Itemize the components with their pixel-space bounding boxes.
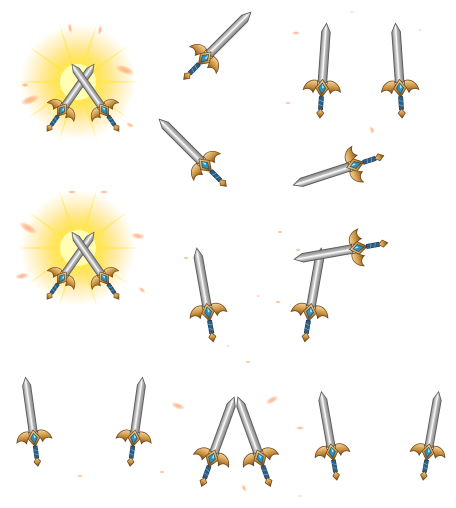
sword-body xyxy=(16,376,53,467)
sword-body xyxy=(293,228,389,267)
sword-diagonal-1 xyxy=(183,11,252,80)
sword-body xyxy=(381,22,420,119)
sword-body xyxy=(71,63,120,132)
sword-body xyxy=(314,390,351,481)
sword-tilted-1 xyxy=(189,247,228,343)
sword-tilted-5 xyxy=(314,390,351,481)
flash-crossed-2-right xyxy=(71,231,120,300)
sword-body xyxy=(302,22,341,119)
sparks-1 xyxy=(20,23,135,128)
sword-body xyxy=(189,247,228,343)
sword-tilted-2 xyxy=(290,247,329,343)
sword-body xyxy=(192,396,236,487)
sparks-5 xyxy=(77,300,304,497)
sword-body xyxy=(183,11,252,80)
sword-body xyxy=(290,247,329,343)
sword-tilted-3 xyxy=(16,376,53,467)
sword-tilted-4 xyxy=(115,376,152,467)
sword-diagonal-4 xyxy=(293,228,389,267)
crossed-swords-right xyxy=(236,396,280,487)
crossed-swords-left xyxy=(192,396,236,487)
sword-body xyxy=(46,63,95,132)
flash-crossed-1-right xyxy=(71,63,120,132)
sword-upright-2 xyxy=(381,22,420,119)
sword-upright-1 xyxy=(302,22,341,119)
flash-crossed-2-left xyxy=(46,231,95,300)
sword-body xyxy=(158,118,227,187)
flash-crossed-1-left xyxy=(46,63,95,132)
sparks-3 xyxy=(15,190,146,293)
sword-body xyxy=(292,145,385,187)
sword-body xyxy=(236,396,280,487)
sword-tilted-6 xyxy=(409,390,446,481)
sparks-4 xyxy=(183,230,301,297)
sword-body xyxy=(409,390,446,481)
sword-body xyxy=(46,231,95,300)
sword-diagonal-2 xyxy=(158,118,227,187)
sword-body xyxy=(115,376,152,467)
sword-body xyxy=(71,231,120,300)
sword-diagonal-3 xyxy=(292,145,385,187)
sparks-2 xyxy=(285,11,422,134)
